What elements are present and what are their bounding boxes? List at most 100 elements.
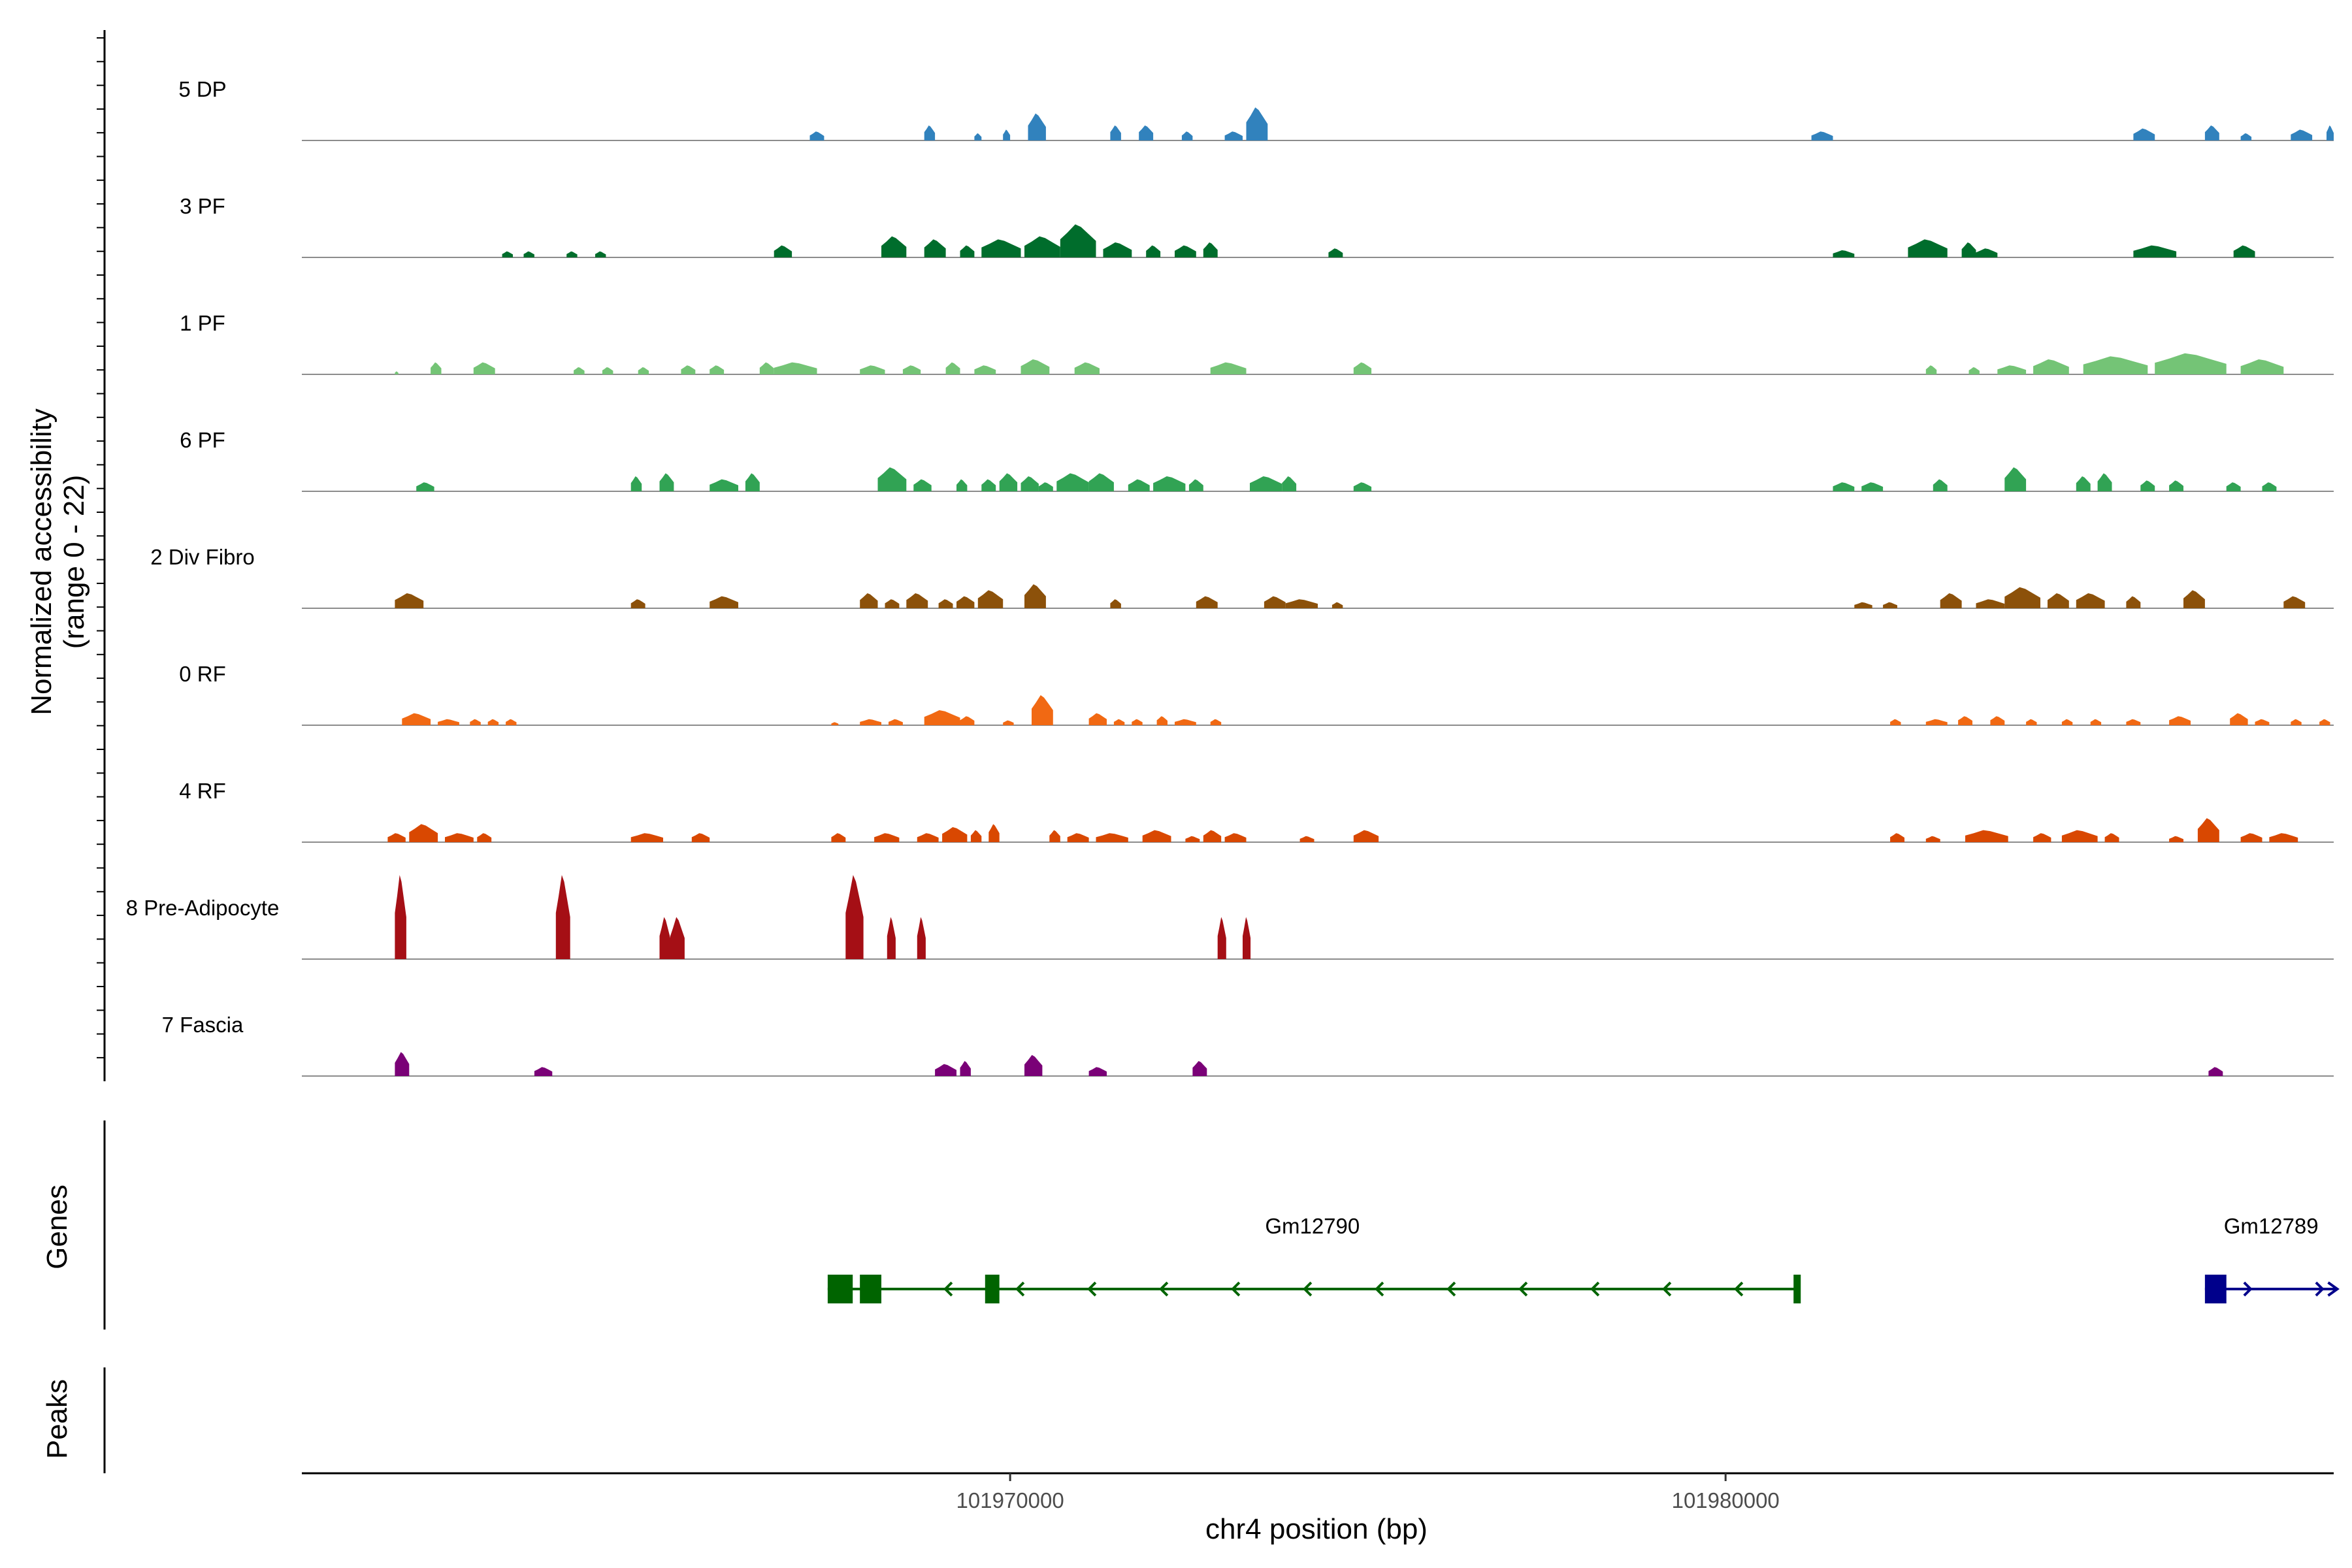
coverage-peak bbox=[470, 719, 481, 725]
strand-arrow bbox=[943, 1281, 953, 1297]
coverage-peak bbox=[885, 599, 900, 608]
coverage-peak bbox=[1224, 833, 1247, 842]
track-4-rf: 4 RF bbox=[179, 779, 2334, 843]
coverage-peak bbox=[2197, 818, 2219, 842]
coverage-peak bbox=[774, 245, 792, 257]
coverage-peak bbox=[1890, 833, 1904, 842]
x-axis: 101970000 101980000 bbox=[302, 1472, 2334, 1512]
coverage-peak bbox=[431, 362, 442, 374]
coverage-peak bbox=[1056, 473, 1089, 491]
coverage-peak bbox=[1110, 599, 1121, 608]
coverage-peak bbox=[999, 473, 1018, 491]
coverage-peak bbox=[1250, 476, 1282, 491]
track-label: 5 DP bbox=[178, 77, 226, 101]
coverage-peak bbox=[1003, 720, 1014, 725]
track-label: 2 Div Fibro bbox=[150, 545, 255, 569]
coverage-peak bbox=[1032, 695, 1053, 725]
track-label: 3 PF bbox=[180, 194, 225, 218]
coverage-peak bbox=[534, 1067, 553, 1076]
coverage-peak bbox=[395, 875, 406, 959]
coverage-peak bbox=[670, 917, 685, 959]
coverage-peak bbox=[860, 719, 881, 725]
coverage-peak bbox=[502, 251, 513, 257]
coverage-peak bbox=[938, 599, 953, 608]
track-2-div-fibro: 2 Div Fibro bbox=[150, 545, 2334, 609]
coverage-peak bbox=[1925, 365, 1937, 374]
track-7-fascia: 7 Fascia bbox=[162, 1013, 2334, 1077]
coverage-peak bbox=[409, 824, 438, 842]
coverage-peak bbox=[691, 833, 710, 842]
x-tick-label: 101980000 bbox=[1672, 1488, 1780, 1512]
coverage-peak bbox=[977, 590, 1004, 608]
coverage-peak bbox=[1883, 602, 1897, 608]
coverage-peak bbox=[956, 479, 968, 491]
coverage-peak bbox=[445, 833, 474, 842]
coverage-peak bbox=[981, 479, 996, 491]
coverage-peak bbox=[2208, 1067, 2223, 1076]
coverage-peak bbox=[659, 473, 674, 491]
coverage-peak bbox=[906, 593, 928, 608]
x-tick-label: 101970000 bbox=[956, 1488, 1064, 1512]
coverage-peak bbox=[845, 875, 864, 959]
coverage-peak bbox=[2061, 830, 2098, 842]
coverage-peak bbox=[1833, 250, 1855, 257]
coverage-peak bbox=[1224, 131, 1243, 140]
peaks-track-title: Peaks bbox=[41, 1379, 73, 1459]
strand-arrow bbox=[1446, 1281, 1456, 1297]
gene-label: Gm12789 bbox=[2224, 1214, 2319, 1238]
coverage-peak bbox=[1128, 479, 1150, 491]
coverage-peak bbox=[1110, 125, 1121, 140]
coverage-peak bbox=[1961, 242, 1976, 257]
coverage-peak bbox=[974, 365, 996, 374]
coverage-peak bbox=[1175, 719, 1196, 725]
coverage-peak bbox=[988, 824, 1000, 842]
coverage-peak bbox=[974, 133, 982, 140]
strand-arrow bbox=[1015, 1281, 1025, 1297]
coverage-peak bbox=[831, 833, 846, 842]
coverage-peak bbox=[960, 245, 975, 257]
gene-exon bbox=[2204, 1275, 2227, 1303]
coverage-peak bbox=[1175, 245, 1196, 257]
coverage-peak bbox=[1925, 719, 1948, 725]
coverage-peak bbox=[2061, 719, 2073, 725]
coverage-peak bbox=[2076, 593, 2105, 608]
coverage-peak bbox=[1353, 482, 1372, 491]
coverage-peak bbox=[2291, 129, 2313, 140]
coverage-peak bbox=[956, 596, 975, 608]
coverage-peak bbox=[1024, 1054, 1043, 1076]
coverage-peak bbox=[1890, 719, 1901, 725]
coverage-peak bbox=[1861, 482, 1884, 491]
gene-exon bbox=[860, 1275, 882, 1303]
coverage-peak bbox=[2097, 473, 2112, 491]
coverage-peak bbox=[1933, 479, 1948, 491]
coverage-peak bbox=[942, 827, 968, 842]
coverage-peak bbox=[1146, 245, 1161, 257]
coverage-peak bbox=[970, 830, 982, 842]
coverage-peak bbox=[1028, 113, 1046, 140]
coverage-peak bbox=[745, 473, 760, 491]
coverage-peak bbox=[2126, 719, 2141, 725]
coverage-peak bbox=[1210, 362, 1247, 374]
coverage-peak bbox=[1990, 716, 2005, 725]
coverage-peak bbox=[1217, 917, 1226, 959]
coverage-peak bbox=[1958, 716, 1972, 725]
coverage-peak bbox=[1196, 596, 1218, 608]
coverage-peak bbox=[1282, 476, 1297, 491]
coverage-peak bbox=[2269, 833, 2298, 842]
coverage-peak bbox=[759, 362, 774, 374]
gene-exon bbox=[1793, 1275, 1801, 1303]
strand-arrow bbox=[1375, 1281, 1384, 1297]
coverage-peak bbox=[2169, 716, 2191, 725]
coverage-peak bbox=[630, 599, 645, 608]
coverage-peak bbox=[2204, 125, 2219, 140]
coverage-peak bbox=[1003, 129, 1011, 140]
coverage-peak bbox=[2076, 476, 2091, 491]
coverage-peak bbox=[1142, 830, 1171, 842]
coverage-peak bbox=[1113, 719, 1125, 725]
coverage-peak bbox=[1246, 107, 1268, 140]
coverage-peak bbox=[630, 476, 642, 491]
coverage-peak bbox=[874, 833, 900, 842]
coverage-peak bbox=[887, 917, 896, 959]
strand-arrow bbox=[1734, 1281, 1744, 1297]
coverage-peak bbox=[416, 482, 434, 491]
